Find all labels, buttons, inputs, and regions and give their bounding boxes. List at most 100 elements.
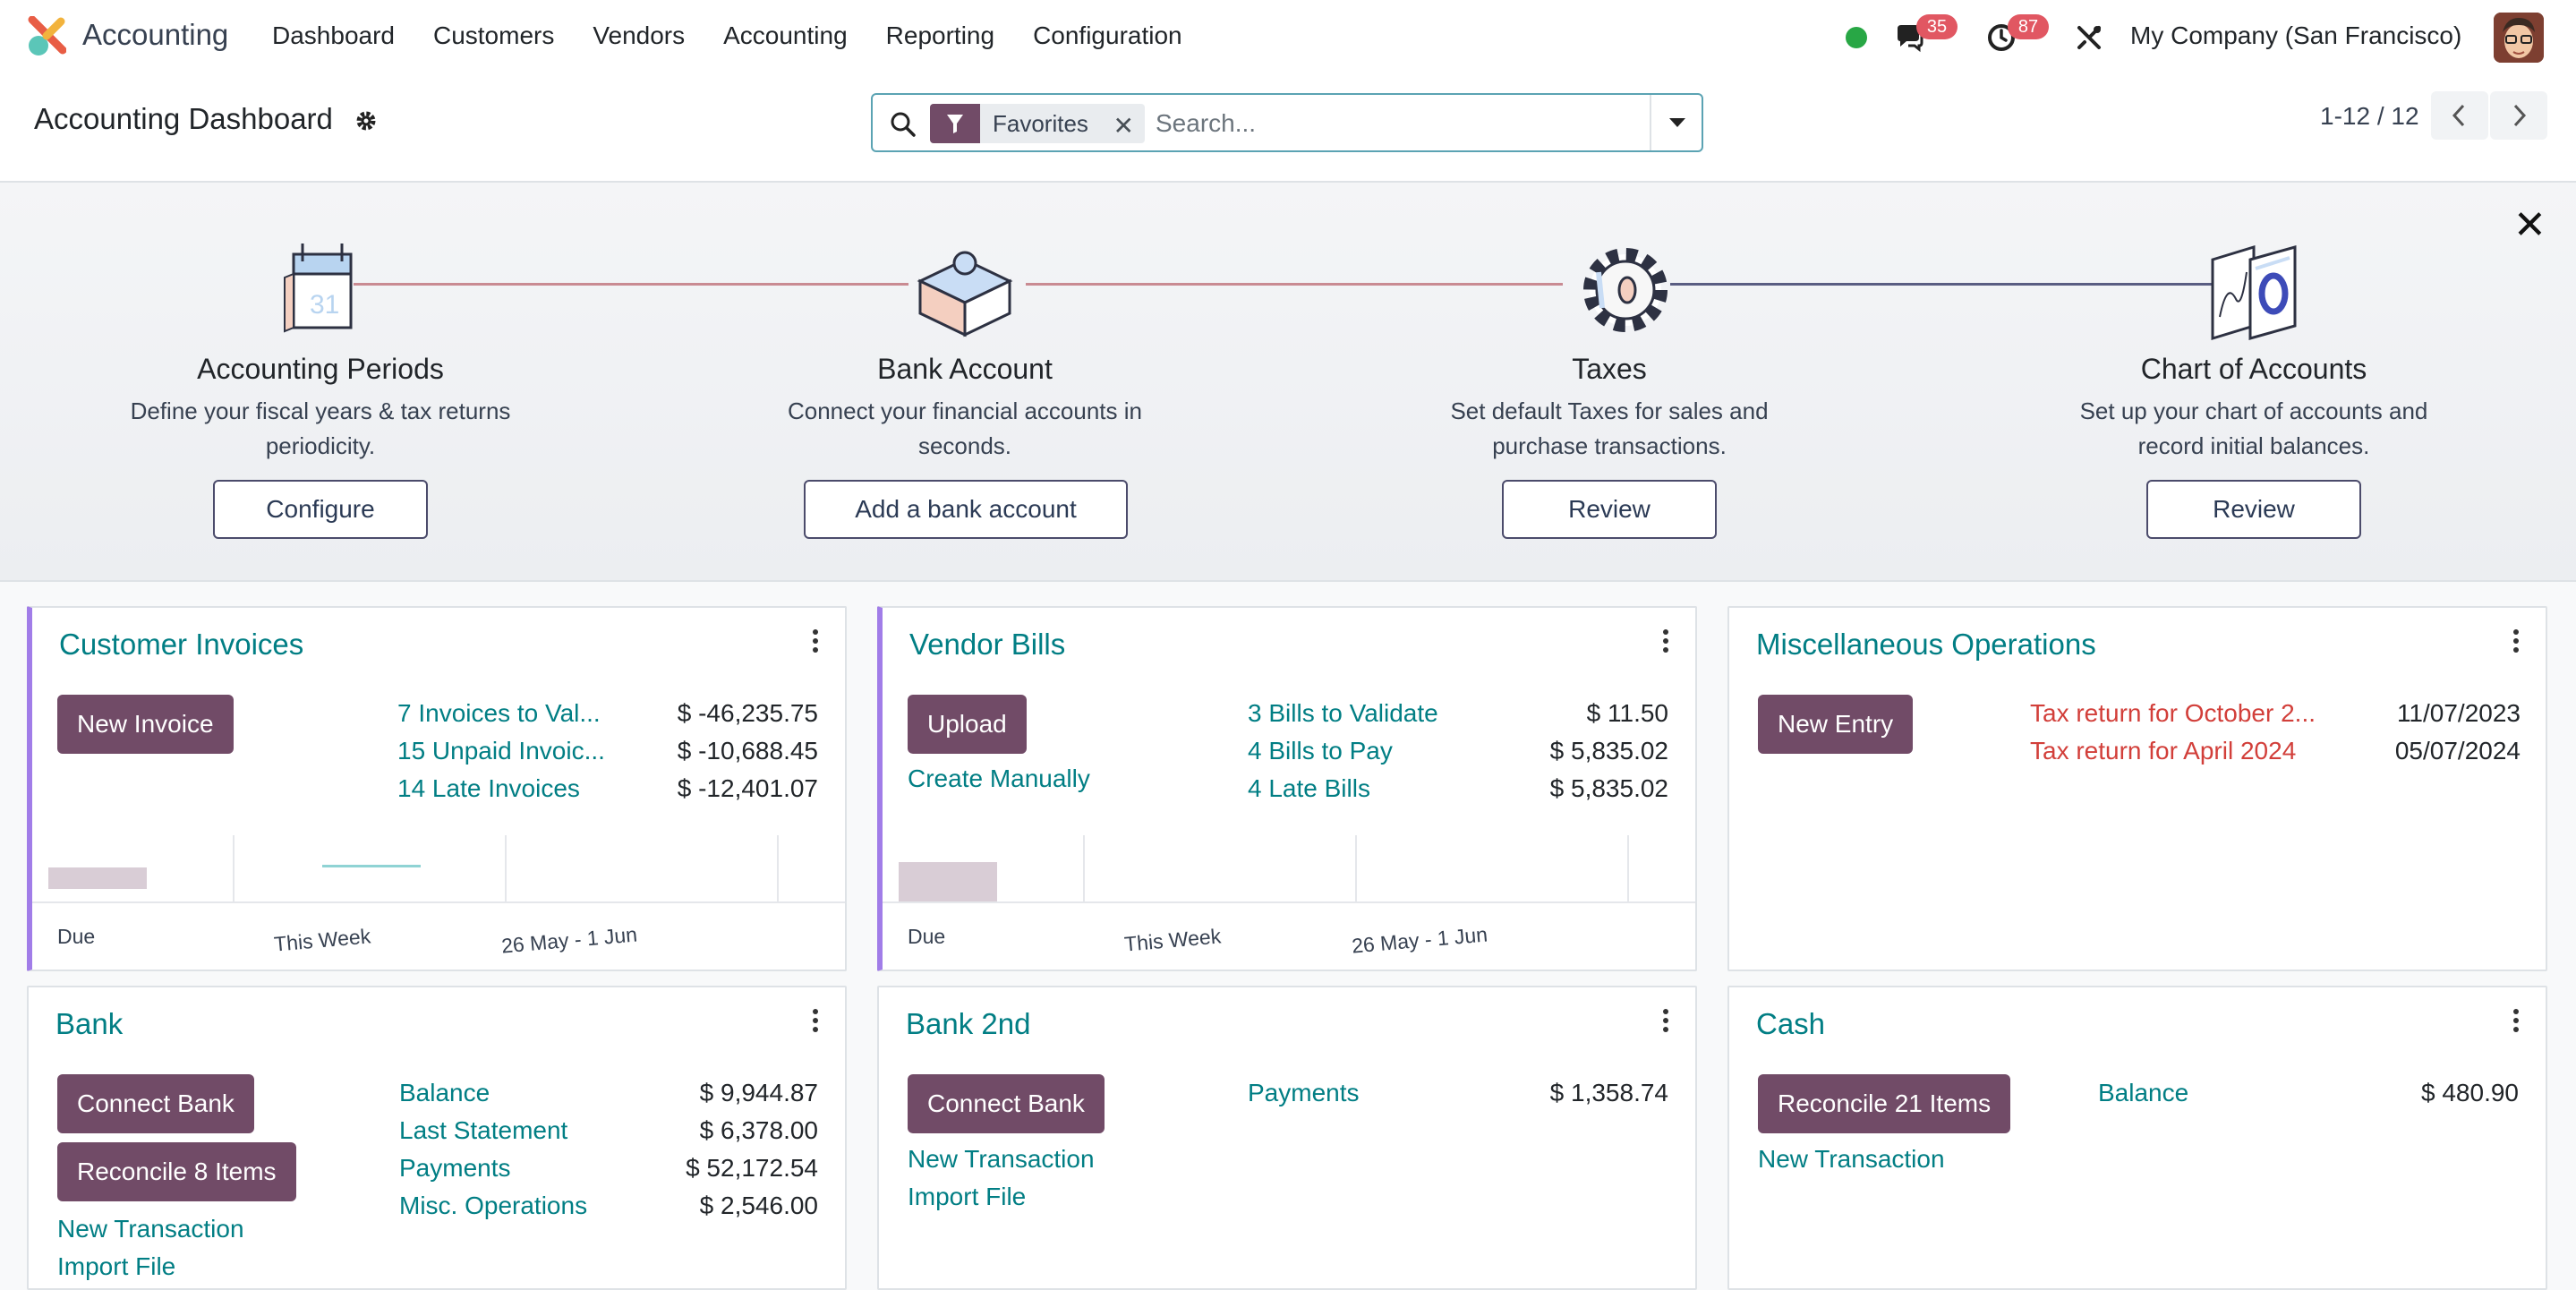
- new-entry-button[interactable]: New Entry: [1758, 695, 1914, 754]
- accounting-app-logo-icon[interactable]: [25, 16, 66, 57]
- late-invoices-link[interactable]: 14 Late Invoices: [397, 774, 580, 802]
- user-avatar-image-icon: [2494, 13, 2544, 63]
- messages-icon[interactable]: [1894, 21, 1926, 54]
- facet-label: Favorites: [993, 109, 1088, 137]
- cog-icon: [1583, 248, 1668, 332]
- graph-bar-due: [48, 867, 147, 889]
- pager-previous-button[interactable]: [2431, 91, 2488, 140]
- balance-link[interactable]: Balance: [399, 1079, 490, 1106]
- amount-value: $ -46,235.75: [677, 699, 818, 727]
- balance-link[interactable]: Balance: [2098, 1079, 2189, 1106]
- connect-bank-button[interactable]: Connect Bank: [57, 1074, 254, 1133]
- pager-value[interactable]: 1-12 / 12: [2320, 102, 2419, 130]
- step-title: Accounting Periods: [197, 353, 444, 385]
- app-name[interactable]: Accounting: [82, 18, 229, 51]
- graph-label: Due: [57, 925, 96, 948]
- payments-link[interactable]: Payments: [399, 1154, 511, 1182]
- amount-value: $ 52,172.54: [686, 1154, 818, 1182]
- amount-value: $ -12,401.07: [677, 774, 818, 802]
- amount-value: $ 5,835.02: [1549, 737, 1668, 765]
- menu-dashboard[interactable]: Dashboard: [272, 21, 395, 49]
- menu-customers[interactable]: Customers: [432, 21, 555, 49]
- company-switcher[interactable]: My Company (San Francisco): [2130, 21, 2462, 49]
- amount-value: $ -10,688.45: [677, 737, 818, 765]
- step-connector: [354, 283, 908, 286]
- misc-operations-link[interactable]: Misc. Operations: [399, 1192, 588, 1219]
- bank-2nd-card: Bank 2nd Connect Bank New Transaction Im…: [877, 986, 1697, 1290]
- menu-vendors[interactable]: Vendors: [593, 21, 686, 49]
- amount-value: $ 5,835.02: [1549, 774, 1668, 802]
- misc-operations-card: Miscellaneous Operations New Entry Tax r…: [1727, 606, 2547, 971]
- card-options-kebab-icon[interactable]: [811, 628, 820, 654]
- import-file-link[interactable]: Import File: [57, 1252, 176, 1280]
- invoices-to-validate-link[interactable]: 7 Invoices to Val...: [397, 699, 601, 727]
- tax-return-link[interactable]: Tax return for October 2...: [2030, 699, 2316, 727]
- card-options-kebab-icon[interactable]: [1661, 628, 1670, 654]
- reconcile-items-button[interactable]: Reconcile 21 Items: [1758, 1074, 2011, 1133]
- new-transaction-link[interactable]: New Transaction: [908, 1145, 1095, 1173]
- step-description: Set default Taxes for sales and purchase…: [1450, 397, 1769, 459]
- add-bank-account-button[interactable]: Add a bank account: [804, 480, 1128, 539]
- search-options-toggle[interactable]: [1650, 95, 1702, 150]
- last-statement-link[interactable]: Last Statement: [399, 1116, 568, 1144]
- card-title[interactable]: Bank 2nd: [906, 1007, 1031, 1040]
- onboarding-panel: ✕ 31 Accounting Periods Define your fisc…: [0, 183, 2576, 582]
- user-avatar[interactable]: [2494, 13, 2544, 63]
- filter-icon: [930, 104, 980, 143]
- control-panel: Accounting Dashboard Favorites ✕ 1-12 / …: [0, 75, 2576, 183]
- search-bar: Favorites ✕: [871, 93, 1703, 152]
- connect-bank-button[interactable]: Connect Bank: [908, 1074, 1105, 1133]
- presence-status-icon[interactable]: [1846, 27, 1867, 48]
- favorites-facet: Favorites ✕: [930, 104, 1145, 143]
- customer-invoices-card: Customer Invoices New Invoice 7 Invoices…: [27, 606, 847, 971]
- reconcile-items-button[interactable]: Reconcile 8 Items: [57, 1142, 296, 1201]
- menu-configuration[interactable]: Configuration: [1033, 21, 1182, 49]
- tax-return-date: 11/07/2023: [2396, 699, 2521, 727]
- messages-count-badge: 35: [1916, 14, 1958, 39]
- payments-link[interactable]: Payments: [1248, 1079, 1360, 1106]
- calendar-icon: 31: [284, 243, 353, 333]
- card-options-kebab-icon[interactable]: [811, 1007, 820, 1034]
- graph-label: This Week: [273, 924, 372, 956]
- debug-tools-icon[interactable]: [2073, 21, 2105, 54]
- graph-label: 26 May - 1 Jun: [500, 922, 638, 958]
- unpaid-invoices-link[interactable]: 15 Unpaid Invoic...: [397, 737, 605, 765]
- create-manually-link[interactable]: Create Manually: [908, 765, 1090, 792]
- pager-next-button[interactable]: [2490, 91, 2547, 140]
- settings-gear-icon[interactable]: [354, 109, 378, 132]
- search-icon[interactable]: [889, 110, 917, 139]
- close-onboarding-close-icon[interactable]: ✕: [2513, 203, 2546, 247]
- review-chart-of-accounts-button[interactable]: Review: [2146, 480, 2361, 539]
- card-title[interactable]: Bank: [55, 1007, 124, 1040]
- bills-to-pay-link[interactable]: 4 Bills to Pay: [1248, 737, 1393, 765]
- card-options-kebab-icon[interactable]: [1661, 1007, 1670, 1034]
- step-connector: [1670, 283, 2218, 286]
- menu-reporting[interactable]: Reporting: [885, 21, 995, 49]
- card-options-kebab-icon[interactable]: [2512, 628, 2521, 654]
- bank-card: Bank Connect Bank Reconcile 8 Items New …: [27, 986, 847, 1290]
- cash-card: Cash Reconcile 21 Items New Transaction …: [1727, 986, 2547, 1290]
- search-input[interactable]: [1154, 106, 1619, 141]
- new-invoice-button[interactable]: New Invoice: [57, 695, 234, 754]
- step-description: Set up your chart of accounts and record…: [2079, 397, 2428, 459]
- remove-facet-close-icon[interactable]: ✕: [1113, 112, 1134, 140]
- chevron-left-icon: [2452, 104, 2465, 127]
- late-bills-link[interactable]: 4 Late Bills: [1248, 774, 1370, 802]
- card-title[interactable]: Miscellaneous Operations: [1756, 628, 2096, 661]
- import-file-link[interactable]: Import File: [908, 1183, 1027, 1210]
- tax-return-link[interactable]: Tax return for April 2024: [2030, 737, 2297, 765]
- step-description: Define your fiscal years & tax returns p…: [130, 397, 511, 459]
- card-options-kebab-icon[interactable]: [2512, 1007, 2521, 1034]
- card-title[interactable]: Cash: [1756, 1007, 1826, 1040]
- card-title[interactable]: Customer Invoices: [59, 628, 304, 661]
- bills-to-validate-link[interactable]: 3 Bills to Validate: [1248, 699, 1438, 727]
- caret-down-icon: [1669, 118, 1685, 127]
- configure-periods-button[interactable]: Configure: [213, 480, 428, 539]
- new-transaction-link[interactable]: New Transaction: [57, 1215, 244, 1243]
- graph-label: 26 May - 1 Jun: [1351, 922, 1488, 958]
- review-taxes-button[interactable]: Review: [1502, 480, 1717, 539]
- upload-bill-button[interactable]: Upload: [908, 695, 1027, 754]
- menu-accounting[interactable]: Accounting: [723, 21, 848, 49]
- new-transaction-link[interactable]: New Transaction: [1758, 1145, 1945, 1173]
- card-title[interactable]: Vendor Bills: [909, 628, 1066, 661]
